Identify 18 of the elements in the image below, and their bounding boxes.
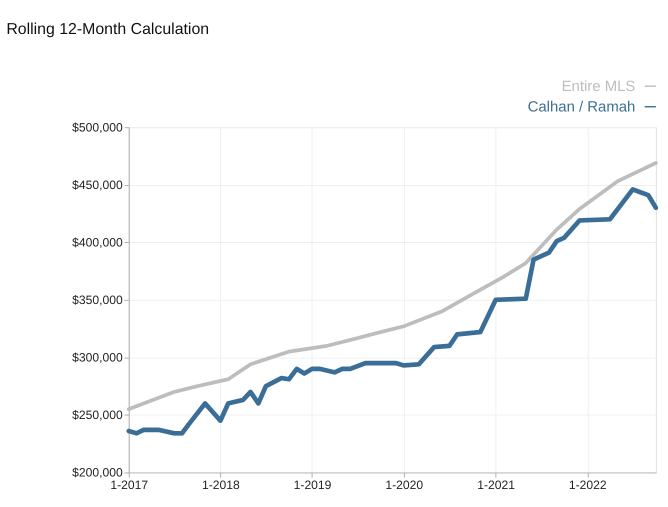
x-tick-label: 1-2018 [202,478,240,492]
y-tick-label: $300,000 [72,350,123,365]
y-tick-label: $450,000 [72,178,123,192]
y-tick-label: $350,000 [72,293,123,308]
chart-title: Rolling 12-Month Calculation [6,20,210,38]
y-tick-label: $200,000 [72,466,123,480]
x-tick-label: 1-2022 [568,478,607,492]
legend-label: Entire MLS [562,78,636,95]
y-tick-label: $400,000 [72,236,123,250]
line-series [126,187,658,436]
y-tick-label: $500,000 [72,120,123,134]
x-tick-label: 1-2019 [294,478,332,492]
x-tick-label: 1-2017 [110,478,148,492]
legend-label: Calhan / Ramah [528,98,636,116]
line-series [126,161,658,412]
y-tick-label: $250,000 [72,408,123,422]
x-tick-label: 1-2020 [385,478,424,492]
x-tick-label: 1-2021 [477,478,516,492]
